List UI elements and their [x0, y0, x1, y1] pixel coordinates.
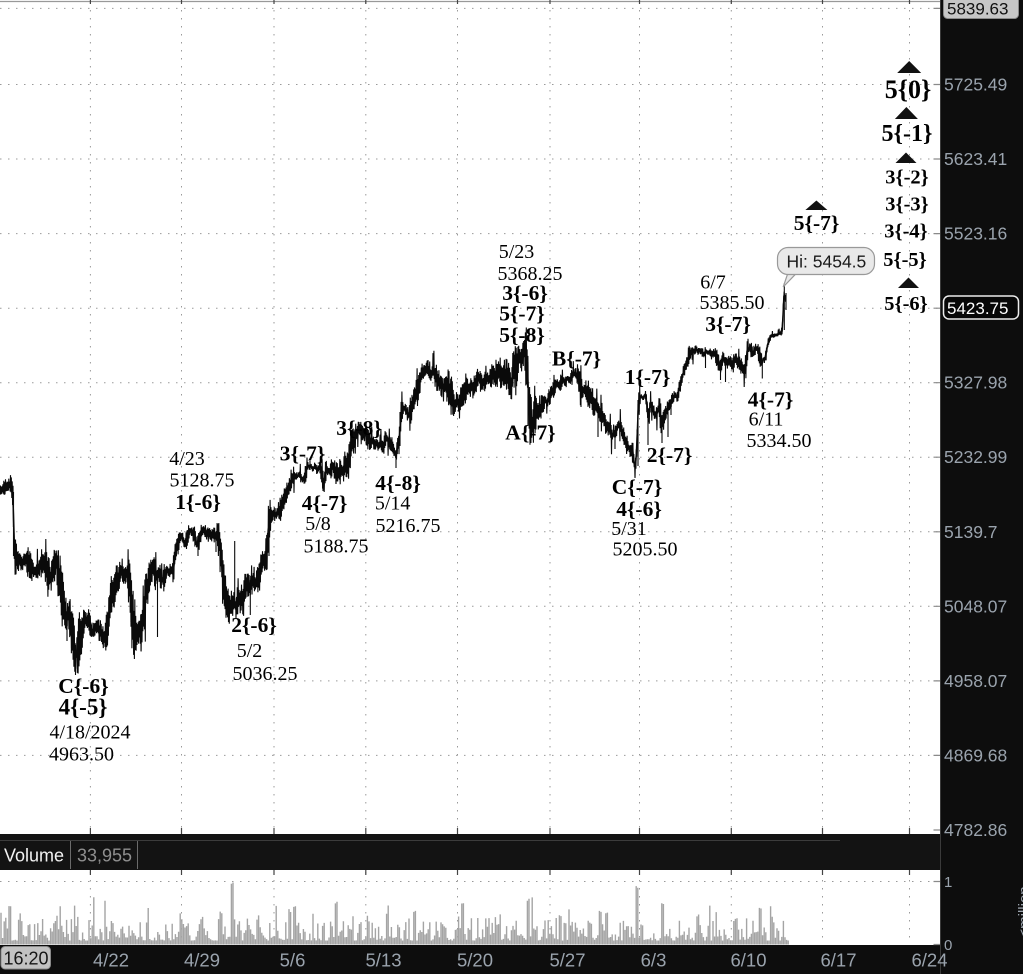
svg-text:2{-7}: 2{-7}: [647, 443, 693, 467]
svg-text:5139.7: 5139.7: [944, 522, 998, 542]
svg-text:33,955: 33,955: [77, 846, 132, 866]
svg-text:3{-7}: 3{-7}: [280, 442, 326, 466]
svg-text:4{-7}: 4{-7}: [302, 491, 348, 515]
svg-text:5/14: 5/14: [375, 493, 411, 515]
svg-text:4{-6}: 4{-6}: [616, 497, 662, 521]
svg-text:C{-6}: C{-6}: [58, 674, 108, 698]
svg-text:3{-7}: 3{-7}: [705, 312, 751, 336]
svg-text:5128.75: 5128.75: [170, 470, 235, 492]
svg-text:5/2: 5/2: [237, 640, 263, 662]
svg-text:3{-6}: 3{-6}: [502, 281, 548, 305]
svg-text:16:20: 16:20: [3, 949, 48, 969]
svg-text:3{-2}: 3{-2}: [885, 166, 928, 188]
svg-text:4{-8}: 4{-8}: [375, 471, 421, 495]
svg-text:2{-6}: 2{-6}: [231, 613, 277, 637]
svg-text:5/6: 5/6: [280, 950, 306, 971]
svg-text:4782.86: 4782.86: [944, 820, 1007, 840]
svg-text:5/23: 5/23: [499, 241, 535, 263]
svg-text:5{-7}: 5{-7}: [794, 211, 840, 235]
svg-text:5/8: 5/8: [305, 513, 331, 535]
svg-text:5{-1}: 5{-1}: [882, 121, 933, 147]
svg-text:3{-8}: 3{-8}: [336, 416, 382, 440]
svg-text:5/13: 5/13: [365, 950, 401, 971]
svg-text:A{-7}: A{-7}: [505, 421, 555, 445]
svg-text:5216.75: 5216.75: [376, 515, 441, 537]
svg-text:4/23: 4/23: [169, 448, 205, 470]
svg-text:5725.49: 5725.49: [944, 75, 1007, 95]
svg-text:4{-7}: 4{-7}: [748, 388, 794, 412]
svg-text:B{-7}: B{-7}: [552, 347, 601, 371]
svg-text:5327.98: 5327.98: [944, 373, 1007, 393]
svg-text:6/3: 6/3: [641, 950, 667, 971]
svg-text:C{-7}: C{-7}: [612, 475, 662, 499]
svg-text:5036.25: 5036.25: [233, 663, 298, 685]
svg-text:1: 1: [944, 874, 952, 891]
svg-text:5334.50: 5334.50: [747, 430, 812, 452]
svg-text:6/24: 6/24: [911, 950, 947, 971]
svg-text:6/7: 6/7: [700, 272, 726, 294]
svg-text:3{-4}: 3{-4}: [884, 221, 927, 243]
svg-text:5205.50: 5205.50: [613, 539, 678, 561]
svg-text:4963.50: 4963.50: [49, 744, 114, 766]
svg-text:5/27: 5/27: [549, 950, 585, 971]
svg-text:4869.68: 4869.68: [944, 745, 1007, 765]
svg-text:5{0}: 5{0}: [885, 75, 932, 104]
svg-text:6/10: 6/10: [730, 950, 766, 971]
svg-text:1{-6}: 1{-6}: [175, 490, 221, 514]
svg-text:Volume: Volume: [4, 846, 64, 866]
svg-text:4/18/2024: 4/18/2024: [49, 722, 130, 744]
svg-text:5523.16: 5523.16: [944, 224, 1007, 244]
svg-text:5{-5}: 5{-5}: [883, 249, 926, 271]
svg-text:4{-5}: 4{-5}: [59, 695, 108, 720]
svg-text:5188.75: 5188.75: [304, 536, 369, 558]
svg-text:6/11: 6/11: [749, 409, 784, 431]
svg-text:3{-3}: 3{-3}: [885, 193, 928, 215]
svg-text:5/31: 5/31: [611, 518, 647, 540]
svg-text:5{-7}: 5{-7}: [499, 302, 545, 326]
svg-text:4/22: 4/22: [93, 950, 129, 971]
svg-text:<million: <million: [1016, 886, 1023, 937]
svg-text:5423.75: 5423.75: [947, 299, 1008, 318]
svg-text:6/17: 6/17: [820, 950, 856, 971]
svg-text:5232.99: 5232.99: [944, 447, 1007, 467]
svg-text:5048.07: 5048.07: [944, 596, 1007, 616]
svg-text:5/20: 5/20: [457, 950, 493, 971]
svg-text:5{-6}: 5{-6}: [884, 293, 927, 315]
svg-text:4958.07: 4958.07: [944, 671, 1007, 691]
svg-text:Hi: 5454.5: Hi: 5454.5: [787, 252, 867, 272]
svg-text:5385.50: 5385.50: [700, 292, 765, 314]
svg-text:5839.63: 5839.63: [947, 0, 1008, 19]
svg-text:5368.25: 5368.25: [498, 263, 563, 285]
svg-text:5623.41: 5623.41: [944, 149, 1007, 169]
svg-text:1{-7}: 1{-7}: [625, 365, 671, 389]
svg-text:4/29: 4/29: [184, 950, 220, 971]
svg-text:0: 0: [944, 937, 952, 954]
svg-text:5{-8}: 5{-8}: [499, 323, 545, 347]
